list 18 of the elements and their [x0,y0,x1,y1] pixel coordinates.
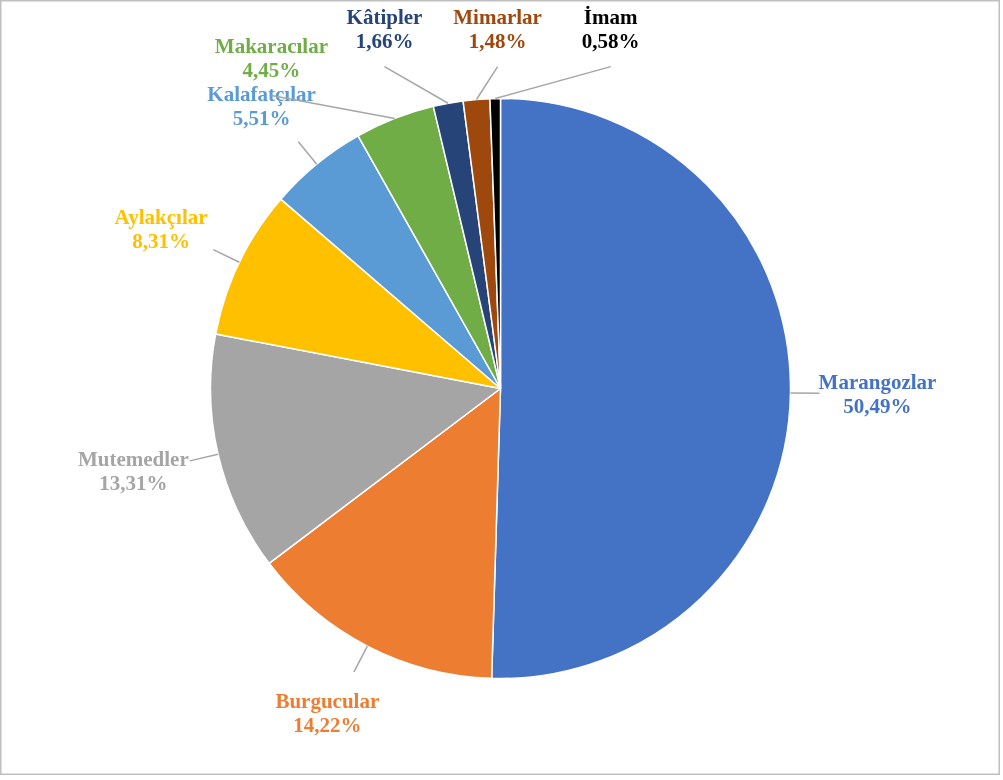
data-label: 13,31% [99,471,168,496]
data-label: 14,22% [293,713,362,738]
slice-label: Aylakçılar [114,205,208,230]
data-label: 5,51% [232,105,291,130]
slice-label: İmam [583,4,639,29]
data-label: 1,48% [468,28,527,53]
slice-label: Mutemedler [77,447,189,472]
data-label: 8,31% [132,229,190,254]
data-label: 4,45% [242,57,301,82]
slice-label: Marangozlar [818,370,937,395]
slice-label: Burgucular [275,689,380,714]
data-label: 1,66% [355,28,414,53]
slice-label: Makaracılar [214,33,328,58]
data-label: 50,49% [843,394,912,419]
data-label: 0,58% [581,28,640,53]
slice-label: Kalafatçılar [207,81,316,106]
slice-label: Kâtipler [346,4,423,29]
slice-label: Mimarlar [453,4,542,29]
